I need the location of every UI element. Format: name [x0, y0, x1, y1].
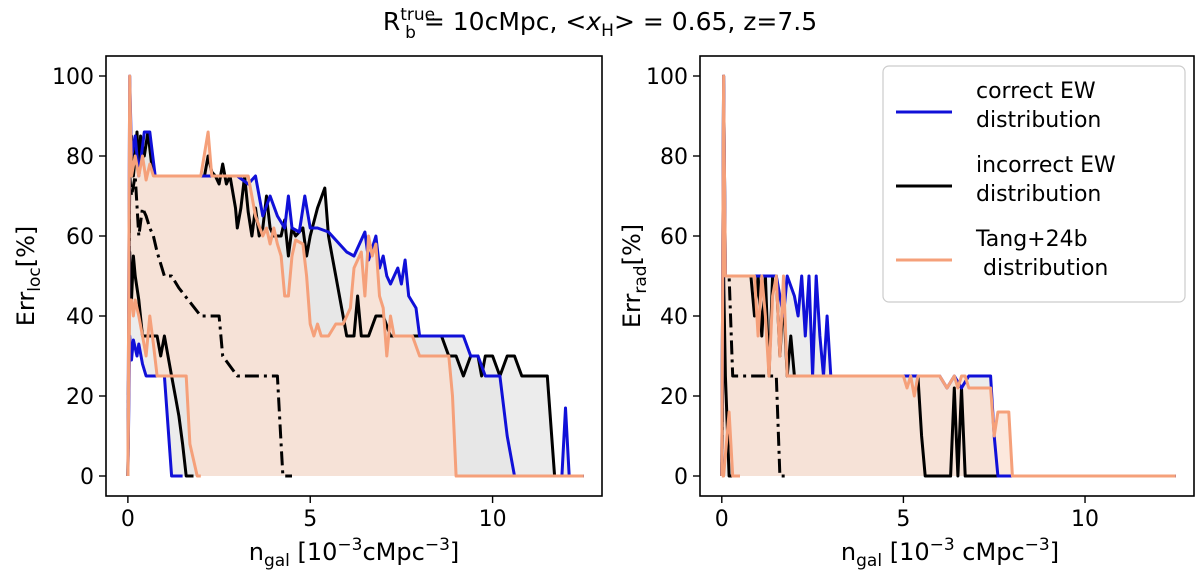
left-x-axis-label: ngal [10−3cMpc−3] — [249, 535, 460, 571]
y-tick-label: 80 — [660, 145, 688, 170]
y-tick-label: 20 — [66, 385, 94, 410]
figure-title: Rtrue b = 10cMpc, <xH> = 0.65, z=7.5 — [383, 5, 817, 43]
legend-label-correct-line2: distribution — [976, 108, 1101, 133]
left-series-tang-upper — [126, 74, 584, 478]
y-tick-label: 0 — [80, 465, 94, 490]
y-tick-label: 80 — [66, 145, 94, 170]
left-series-incorrect-lower — [126, 250, 194, 478]
x-tick-label: 5 — [303, 507, 317, 532]
legend-box — [882, 65, 1186, 303]
legend-label-tang-line1: Tang+24b — [975, 227, 1088, 252]
y-tick-label: 100 — [52, 65, 94, 90]
left-y-axis-label: Errloc[%] — [12, 226, 45, 327]
y-tick-label: 0 — [674, 465, 688, 490]
right-x-axis-label: ngal [10−3 cMpc−3] — [841, 535, 1059, 571]
y-tick-label: 60 — [660, 225, 688, 250]
right-series-incorrect-upper — [720, 74, 1176, 478]
right-series-tang-lower — [721, 410, 740, 478]
y-tick-label: 40 — [660, 305, 688, 330]
left-series-tang-lower — [126, 298, 201, 478]
legend-label-incorrect-line1: incorrect EW — [976, 153, 1116, 178]
left-plot-frame — [105, 55, 603, 497]
right-series-tang-upper — [720, 74, 1176, 478]
legend: correct EW distribution incorrect EW dis… — [882, 65, 1186, 303]
right-y-axis-label: Errrad[%] — [618, 224, 651, 328]
x-tick-label: 0 — [715, 507, 729, 532]
left-series-correct-lower — [126, 334, 183, 478]
left-series-incorrect-median — [126, 174, 292, 478]
legend-label-correct-line1: correct EW — [976, 79, 1096, 104]
right-line-layer — [720, 74, 1176, 478]
y-tick-label: 20 — [660, 385, 688, 410]
right-plot-frame — [699, 55, 1195, 497]
x-tick-label: 10 — [479, 507, 507, 532]
left-line-layer — [126, 74, 584, 478]
x-tick-label: 0 — [121, 507, 135, 532]
y-tick-label: 60 — [66, 225, 94, 250]
legend-label-tang-line2: distribution — [976, 256, 1108, 281]
y-tick-label: 100 — [646, 65, 688, 90]
left-fill-layer — [127, 76, 584, 476]
x-tick-label: 5 — [896, 507, 910, 532]
legend-label-incorrect-line2: distribution — [976, 182, 1101, 207]
y-tick-label: 40 — [66, 305, 94, 330]
x-tick-label: 10 — [1071, 507, 1099, 532]
